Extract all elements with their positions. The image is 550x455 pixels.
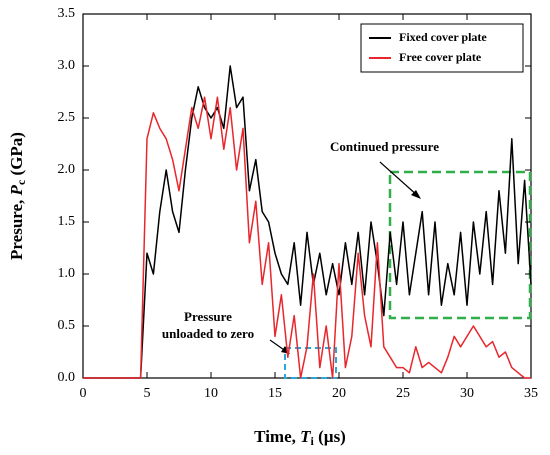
data-line — [83, 96, 531, 379]
y-tick-label: 0.0 — [58, 370, 76, 385]
arrow — [379, 161, 419, 197]
x-tick-label: 25 — [396, 386, 410, 401]
annotation: Continued pressure — [330, 139, 439, 154]
arrowhead — [411, 190, 421, 199]
annotation: unloaded to zero — [162, 326, 254, 341]
label-part: T — [300, 427, 311, 446]
x-tick-label: 30 — [460, 386, 474, 401]
data-line — [83, 65, 532, 379]
legend-label: Fixed cover plate — [399, 30, 487, 44]
x-tick-label: 5 — [144, 386, 151, 401]
legend-box — [360, 23, 524, 73]
annotation: Pressure — [184, 309, 232, 324]
label-part: P — [7, 184, 26, 196]
y-axis-label: Presure, Pc (GPa) — [7, 132, 28, 260]
y-tick-label: 0.5 — [58, 318, 76, 333]
y-tick-label: 2.5 — [58, 110, 76, 125]
x-tick-label: 15 — [268, 386, 282, 401]
label-part: Presure, — [7, 195, 26, 260]
x-tick-label: 0 — [80, 386, 87, 401]
label-part: (µs) — [314, 427, 346, 446]
x-tick-label: 10 — [204, 386, 218, 401]
x-tick-label: 35 — [524, 386, 538, 401]
highlight-box — [284, 347, 337, 379]
legend-label: Free cover plate — [399, 50, 482, 64]
y-tick-label: 3.5 — [58, 6, 76, 21]
highlight-box — [388, 170, 532, 320]
y-tick-label: 3.0 — [58, 58, 76, 73]
x-axis-label: Time, Ti (µs) — [254, 427, 346, 448]
label-part: Time, — [254, 427, 300, 446]
label-part: c — [14, 179, 28, 185]
y-tick-label: 2.0 — [58, 162, 76, 177]
label-part: (GPa) — [7, 132, 26, 180]
y-tick-label: 1.0 — [58, 266, 76, 281]
y-tick-label: 1.5 — [58, 214, 76, 229]
label-part: i — [311, 434, 315, 448]
x-tick-label: 20 — [332, 386, 346, 401]
